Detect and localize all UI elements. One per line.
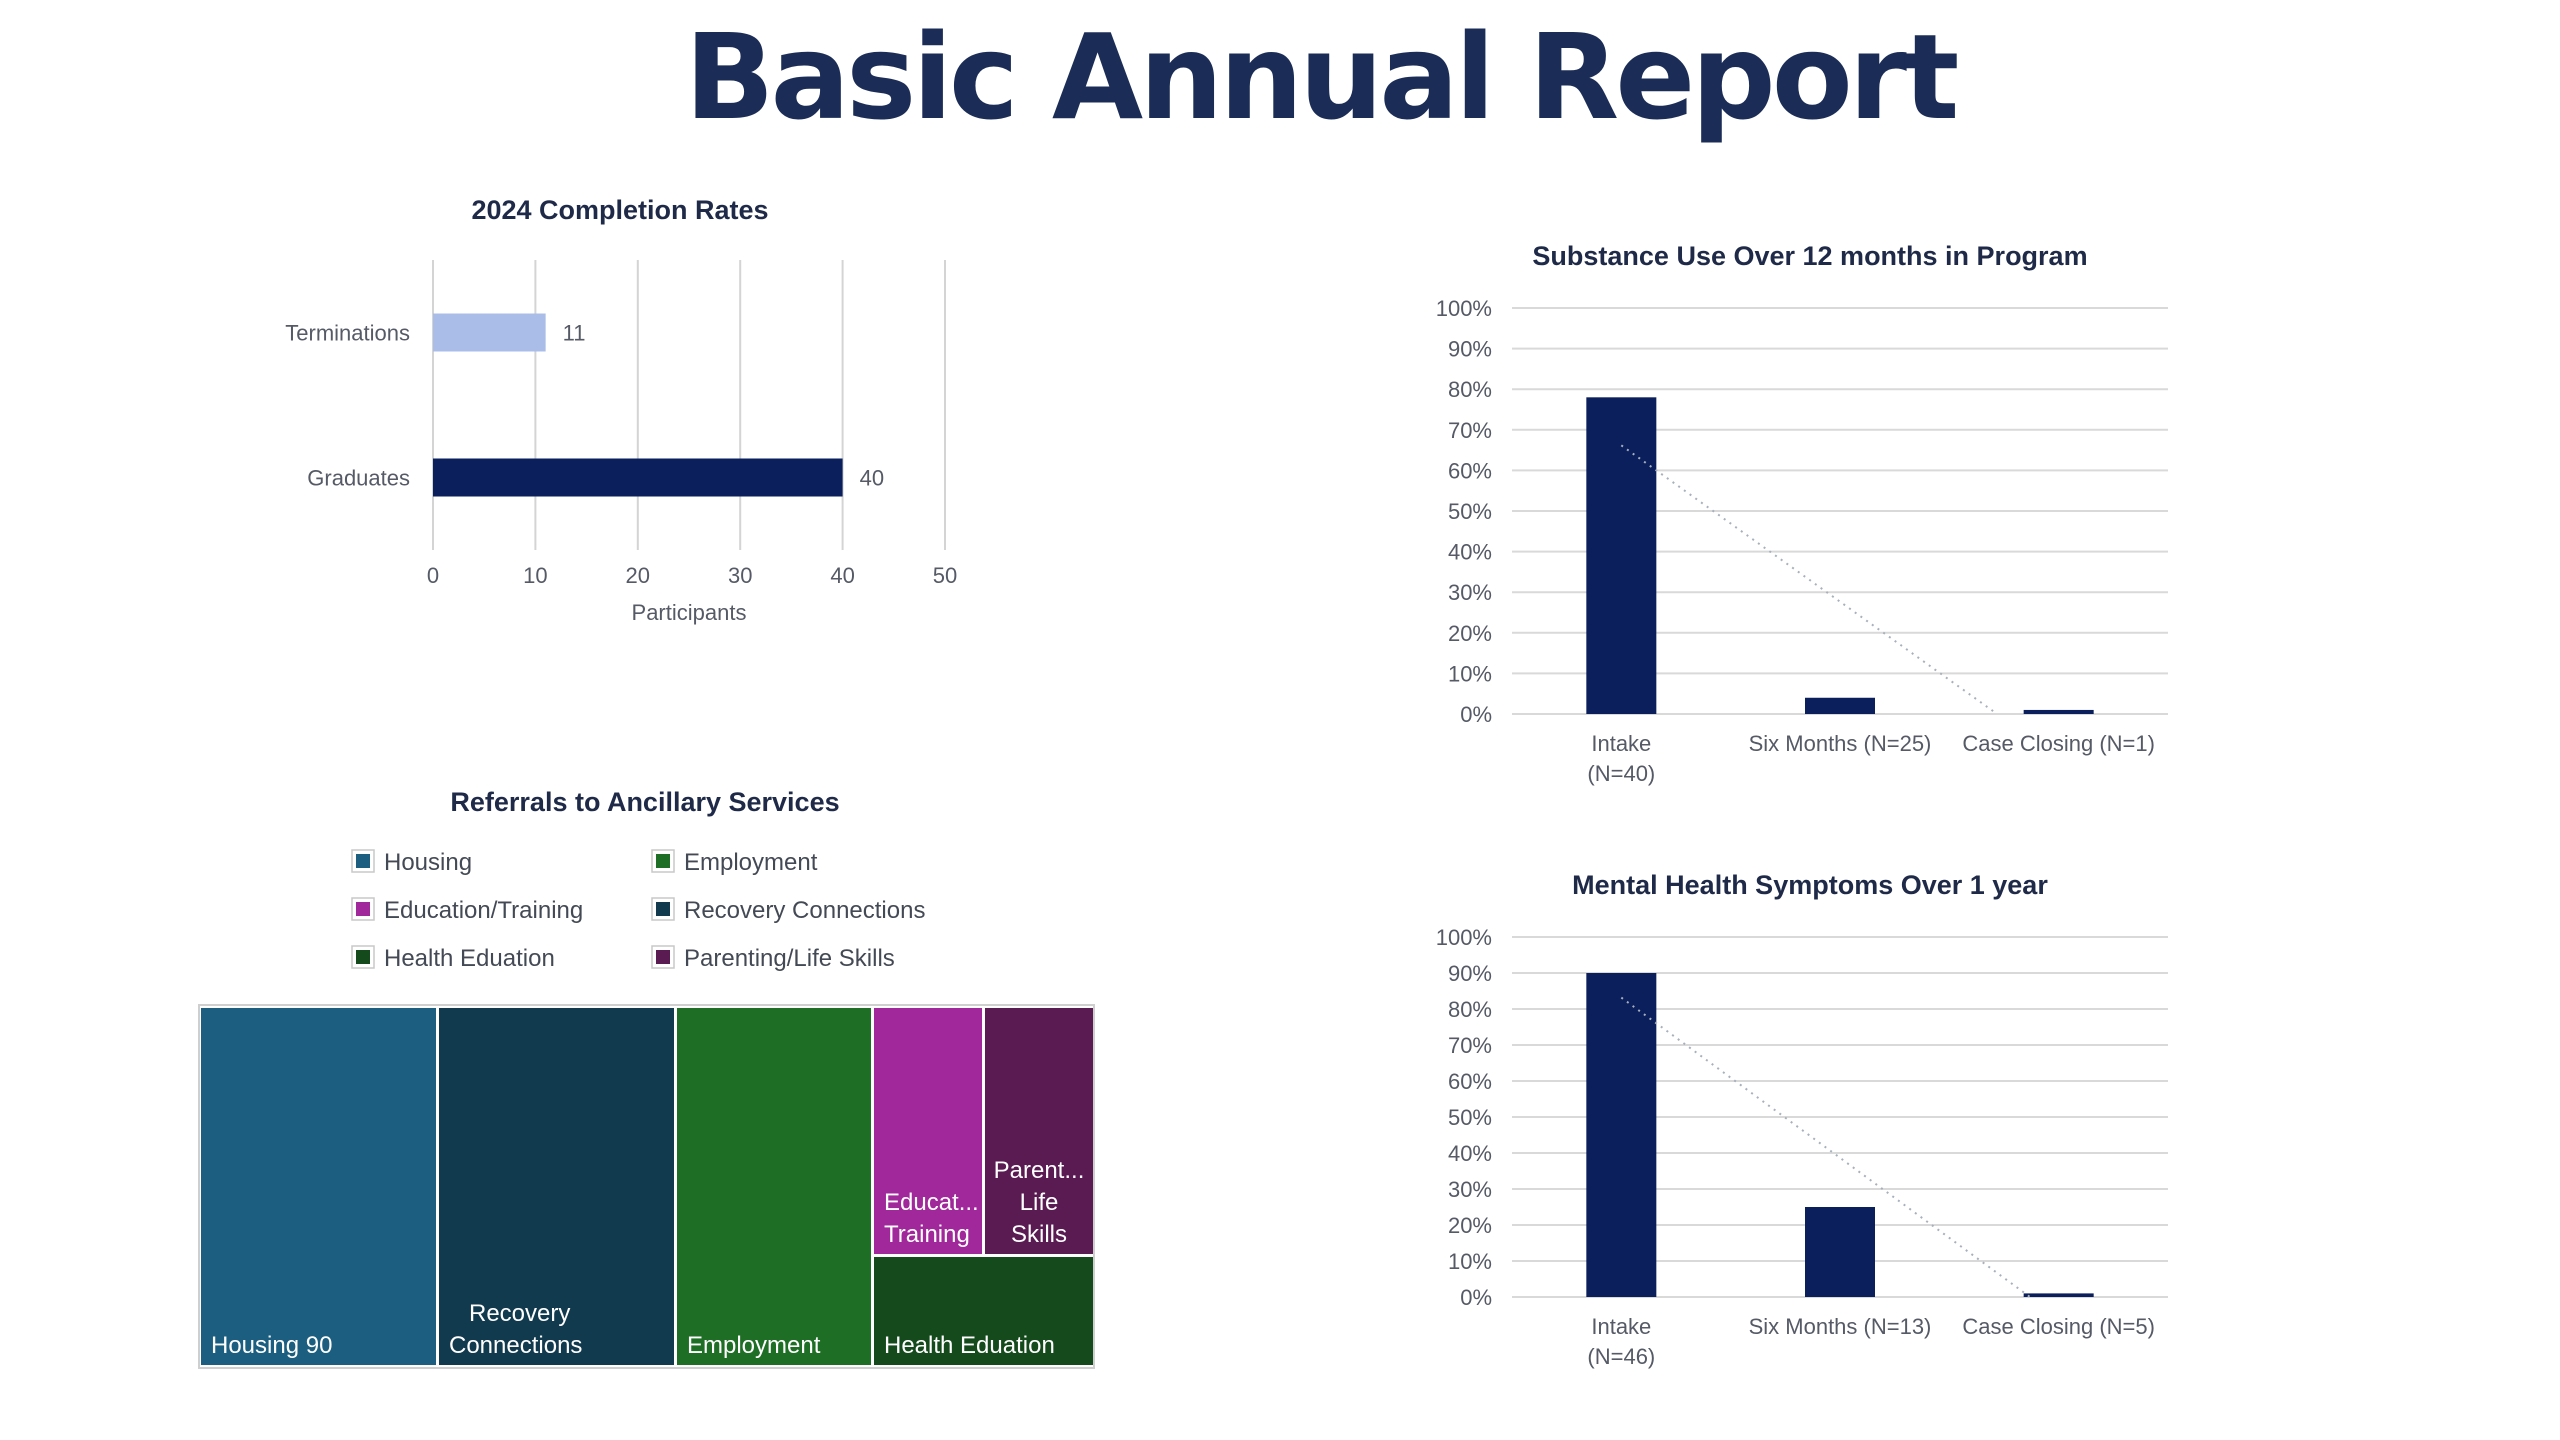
bar-graduates: [433, 458, 843, 497]
y-tick-label: 30%: [1448, 1177, 1492, 1202]
x-tick-label: (N=40): [1587, 761, 1655, 786]
referrals-treemap: Referrals to Ancillary Services Housing Em…: [190, 770, 1110, 1370]
bar: [2023, 1293, 2094, 1297]
category-label: Graduates: [307, 466, 410, 491]
mental-chart: Mental Health Symptoms Over 1 year 0% 10% 2…: [1390, 860, 2210, 1420]
legend-label: Housing: [384, 849, 472, 876]
y-tick-label: 70%: [1448, 1033, 1492, 1058]
y-tick-label: 10%: [1448, 1249, 1492, 1274]
x-tick-label: 40: [830, 563, 854, 588]
substance-chart-svg: Substance Use Over 12 months in Program 0…: [1436, 241, 2168, 786]
referrals-treemap-svg: Referrals to Ancillary Services Housing Em…: [198, 787, 1095, 1369]
legend-swatch: [656, 854, 670, 868]
x-tick-label: Intake: [1591, 731, 1651, 756]
x-tick-label: 50: [933, 563, 957, 588]
report-title: Basic Annual Report: [684, 8, 1960, 146]
treemap-tile-label: Connections: [449, 1332, 582, 1359]
completion-chart-svg: 2024 Completion Rates 0 10 20 30 40 50 Particip…: [285, 195, 957, 625]
x-tick-label: Intake: [1591, 1314, 1651, 1339]
y-tick-label: 30%: [1448, 580, 1492, 605]
treemap-tile-label: Training: [884, 1221, 970, 1248]
treemap-tile-label: Skills: [1011, 1221, 1067, 1248]
y-tick-label: 70%: [1448, 418, 1492, 443]
bar: [2023, 709, 2094, 714]
y-tick-label: 40%: [1448, 540, 1492, 565]
y-tick-label: 80%: [1448, 997, 1492, 1022]
x-axis-label: Participants: [632, 600, 747, 625]
legend-swatch: [356, 854, 370, 868]
category-label: Terminations: [285, 321, 410, 346]
y-tick-label: 90%: [1448, 961, 1492, 986]
data-label: 11: [563, 321, 586, 346]
legend-label: Recovery Connections: [684, 897, 925, 924]
y-tick-label: 20%: [1448, 621, 1492, 646]
x-tick-label: Case Closing (N=5): [1962, 1314, 2155, 1339]
treemap-tile-label: Housing 90: [211, 1332, 332, 1359]
x-tick-label: 0: [427, 563, 439, 588]
bar: [1805, 1207, 1875, 1297]
treemap-tile-label: Life: [1020, 1189, 1059, 1216]
legend-label: Parenting/Life Skills: [684, 945, 895, 972]
x-tick-label: 10: [523, 563, 547, 588]
data-label: 40: [860, 466, 884, 491]
x-tick-label: 20: [626, 563, 650, 588]
treemap-tile-label: Parent...: [994, 1157, 1085, 1184]
y-tick-label: 60%: [1448, 1069, 1492, 1094]
x-tick-label: Case Closing (N=1): [1962, 731, 2155, 756]
chart-title: Referrals to Ancillary Services: [450, 787, 839, 817]
y-tick-label: 10%: [1448, 661, 1492, 686]
trendline: [1620, 996, 2031, 1298]
treemap-tile: [874, 1257, 1093, 1365]
legend-label: Employment: [684, 849, 818, 876]
bar: [1586, 973, 1657, 1297]
legend-swatch: [356, 950, 370, 964]
treemap-tile: [985, 1008, 1093, 1254]
y-tick-label: 90%: [1448, 337, 1492, 362]
y-tick-label: 20%: [1448, 1213, 1492, 1238]
y-tick-label: 60%: [1448, 458, 1492, 483]
y-tick-label: 100%: [1436, 296, 1492, 321]
treemap-tile-label: Health Eduation: [884, 1332, 1055, 1359]
y-tick-label: 50%: [1448, 499, 1492, 524]
substance-chart: Substance Use Over 12 months in Program 0…: [1390, 225, 2210, 805]
treemap-tile-label: Employment: [687, 1332, 821, 1359]
mental-chart-svg: Mental Health Symptoms Over 1 year 0% 10% 2…: [1436, 870, 2168, 1369]
y-tick-label: 50%: [1448, 1105, 1492, 1130]
treemap-tile-label: Recovery: [469, 1300, 570, 1327]
legend-label: Education/Training: [384, 897, 583, 924]
completion-chart: 2024 Completion Rates 0 10 20 30 40 50 Particip…: [240, 180, 1020, 670]
bar: [1805, 697, 1875, 714]
bar-terminations: [433, 313, 546, 352]
x-tick-label: (N=46): [1587, 1344, 1655, 1369]
x-tick-label: 30: [728, 563, 752, 588]
y-tick-label: 80%: [1448, 377, 1492, 402]
treemap-tile: [677, 1008, 871, 1365]
y-tick-label: 100%: [1436, 925, 1492, 950]
chart-title: Substance Use Over 12 months in Program: [1532, 241, 2087, 271]
legend-swatch: [656, 950, 670, 964]
y-tick-label: 40%: [1448, 1141, 1492, 1166]
x-tick-label: Six Months (N=13): [1749, 1314, 1932, 1339]
bar: [1586, 397, 1657, 714]
treemap-tile: [874, 1008, 982, 1254]
legend-swatch: [356, 902, 370, 916]
y-tick-label: 0%: [1460, 1285, 1492, 1310]
treemap-tile: [201, 1008, 436, 1365]
chart-title: 2024 Completion Rates: [471, 195, 768, 225]
treemap-tile: [439, 1008, 674, 1365]
treemap-tile-label: Educat...: [884, 1189, 979, 1216]
legend-label: Health Eduation: [384, 945, 555, 972]
x-tick-label: Six Months (N=25): [1749, 731, 1932, 756]
chart-title: Mental Health Symptoms Over 1 year: [1572, 870, 2048, 900]
legend-swatch: [656, 902, 670, 916]
y-tick-label: 0%: [1460, 702, 1492, 727]
